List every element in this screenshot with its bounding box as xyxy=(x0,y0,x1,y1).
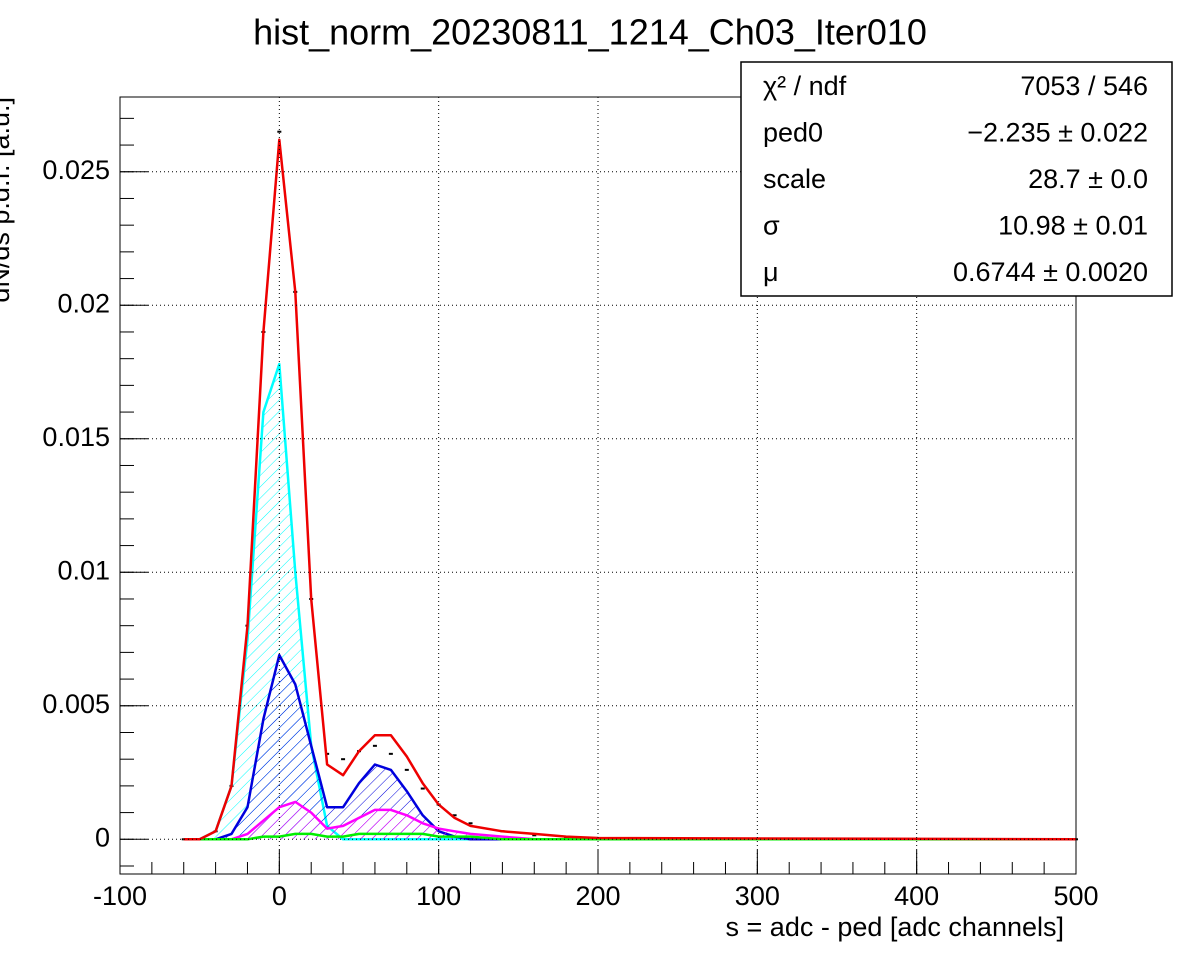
y-axis-label: dN/ds p.d.f. [a.u.] xyxy=(0,97,15,303)
x-tick-label: 300 xyxy=(735,881,780,911)
y-tick-label: 0.015 xyxy=(42,422,110,452)
x-tick-label: 0 xyxy=(272,881,287,911)
fit-area xyxy=(183,801,1076,840)
y-tick-label: 0.025 xyxy=(42,155,110,185)
x-tick-label: -100 xyxy=(93,881,147,911)
stats-value: −2.235 ± 0.022 xyxy=(967,118,1148,148)
y-tick-label: 0.01 xyxy=(57,555,110,585)
stats-value: 7053 / 546 xyxy=(1020,71,1148,101)
y-tick-label: 0.02 xyxy=(57,288,110,318)
stats-label: χ² / ndf xyxy=(763,71,847,101)
fit-curve xyxy=(183,800,1076,841)
stats-label: ped0 xyxy=(763,118,823,148)
x-axis-label: s = adc - ped [adc channels] xyxy=(726,912,1064,942)
fit-curve xyxy=(183,138,1077,841)
chart-title: hist_norm_20230811_1214_Ch03_Iter010 xyxy=(253,12,927,53)
stats-label: scale xyxy=(763,164,826,194)
stats-value: 10.98 ± 0.01 xyxy=(998,211,1148,241)
stats-box xyxy=(740,61,1173,297)
plot-area xyxy=(181,130,1078,841)
stats-label: μ xyxy=(763,257,779,287)
stats-value: 28.7 ± 0.0 xyxy=(1028,164,1148,194)
stats-label: σ xyxy=(763,211,780,241)
stats-value: 0.6744 ± 0.0020 xyxy=(953,257,1148,287)
y-tick-label: 0.005 xyxy=(42,689,110,719)
fit-area xyxy=(183,655,1076,840)
y-tick-label: 0 xyxy=(95,822,110,852)
x-tick-label: 200 xyxy=(575,881,620,911)
x-tick-label: 500 xyxy=(1053,881,1098,911)
x-tick-label: 400 xyxy=(894,881,939,911)
x-tick-label: 100 xyxy=(416,881,461,911)
